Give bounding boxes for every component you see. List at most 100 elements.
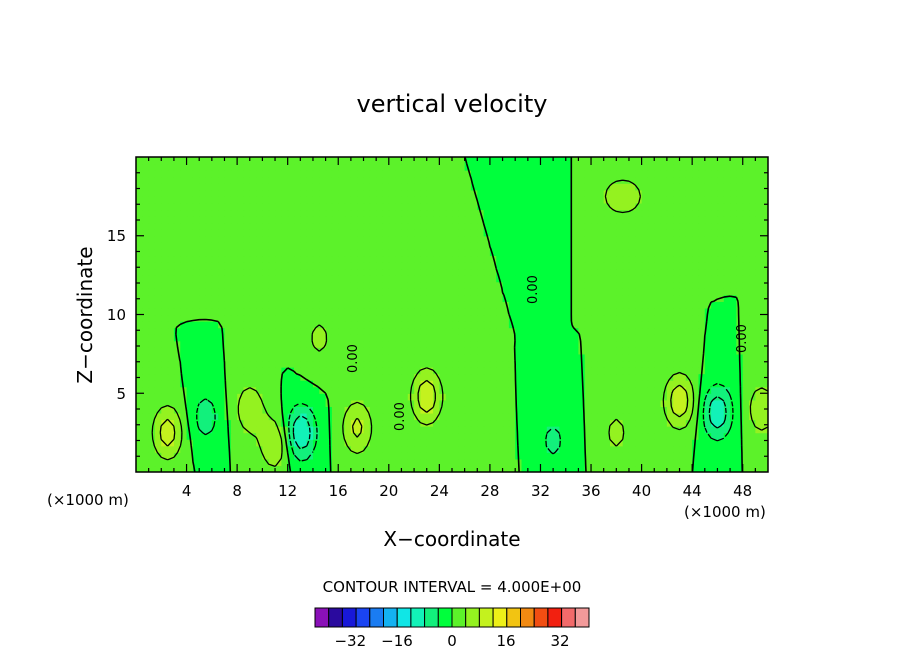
field-cell <box>584 222 592 230</box>
field-cell <box>717 242 725 250</box>
field-cell <box>376 353 384 362</box>
field-cell <box>306 340 314 348</box>
field-cell <box>534 235 542 243</box>
field-cell <box>407 216 415 224</box>
field-cell <box>540 275 548 283</box>
field-cell <box>275 196 282 204</box>
field-cell <box>319 307 327 316</box>
field-cell <box>180 189 188 197</box>
field-cell <box>546 229 554 237</box>
field-cell <box>395 327 403 335</box>
field-cell <box>477 380 485 388</box>
field-cell <box>628 281 636 289</box>
field-cell <box>224 196 232 204</box>
field-cell <box>508 458 516 467</box>
field-cell <box>256 367 263 375</box>
field-cell <box>711 229 719 237</box>
field-cell <box>584 406 592 414</box>
field-cell <box>610 393 617 401</box>
field-cell <box>458 235 466 243</box>
field-cell <box>180 248 188 257</box>
field-cell <box>685 262 693 270</box>
field-cell <box>641 235 649 243</box>
field-cell <box>445 301 453 309</box>
field-cell <box>180 268 188 276</box>
field-cell <box>331 262 339 270</box>
field-cell <box>382 419 390 427</box>
field-cell <box>142 426 150 434</box>
field-cell <box>660 314 668 322</box>
field-cell <box>426 353 434 362</box>
field-cell <box>635 412 643 421</box>
field-cell <box>666 373 674 381</box>
field-cell <box>572 163 579 171</box>
field-cell <box>312 275 320 283</box>
field-cell <box>553 170 561 178</box>
field-cell <box>312 262 320 270</box>
field-cell <box>205 275 213 283</box>
field-cell <box>173 288 181 296</box>
field-cell <box>414 255 421 263</box>
field-cell <box>256 170 263 178</box>
field-cell <box>597 307 605 316</box>
field-cell <box>142 340 150 348</box>
field-cell <box>534 248 542 257</box>
field-cell <box>527 465 535 472</box>
field-cell <box>306 202 314 211</box>
field-cell <box>369 380 377 388</box>
field-cell <box>300 275 308 283</box>
field-cell <box>723 432 731 440</box>
field-cell <box>666 334 674 342</box>
field-cell <box>407 334 415 342</box>
field-cell <box>230 222 238 230</box>
field-cell <box>218 235 226 243</box>
field-cell <box>230 235 238 243</box>
field-cell <box>559 157 567 165</box>
field-cell <box>262 327 270 335</box>
field-cell <box>622 157 630 165</box>
field-cell <box>186 419 194 427</box>
field-cell <box>382 196 390 204</box>
field-cell <box>376 367 384 375</box>
field-cell <box>344 321 352 329</box>
field-cell <box>584 439 592 447</box>
field-cell <box>331 321 339 329</box>
field-cell <box>230 347 238 355</box>
field-cell <box>262 314 270 322</box>
field-cell <box>730 360 737 368</box>
field-cell <box>161 380 169 388</box>
field-cell <box>312 452 320 460</box>
field-cell <box>527 347 535 355</box>
field-cell <box>180 399 188 407</box>
field-cell <box>376 360 384 368</box>
field-cell <box>331 412 339 421</box>
field-cell <box>294 353 301 362</box>
field-cell <box>382 399 390 407</box>
field-cell <box>433 196 440 204</box>
field-cell <box>647 347 655 355</box>
field-cell <box>243 380 251 388</box>
field-cell <box>439 419 447 427</box>
field-cell <box>382 163 390 171</box>
field-cell <box>496 412 504 421</box>
field-cell <box>730 216 737 224</box>
field-cell <box>268 176 276 184</box>
field-cell <box>136 327 143 335</box>
field-cell <box>660 248 668 257</box>
field-cell <box>452 202 459 211</box>
field-cell <box>452 321 459 329</box>
field-cell <box>616 373 624 381</box>
field-cell <box>180 380 188 388</box>
field-cell <box>325 275 333 283</box>
field-cell <box>502 255 510 263</box>
field-cell <box>268 235 276 243</box>
field-cell <box>755 334 763 342</box>
field-cell <box>698 340 706 348</box>
field-cell <box>698 386 706 394</box>
field-cell <box>477 229 485 237</box>
field-cell <box>136 380 143 388</box>
field-cell <box>666 170 674 178</box>
field-cell <box>142 445 150 453</box>
field-cell <box>401 458 409 467</box>
field-cell <box>483 294 491 302</box>
